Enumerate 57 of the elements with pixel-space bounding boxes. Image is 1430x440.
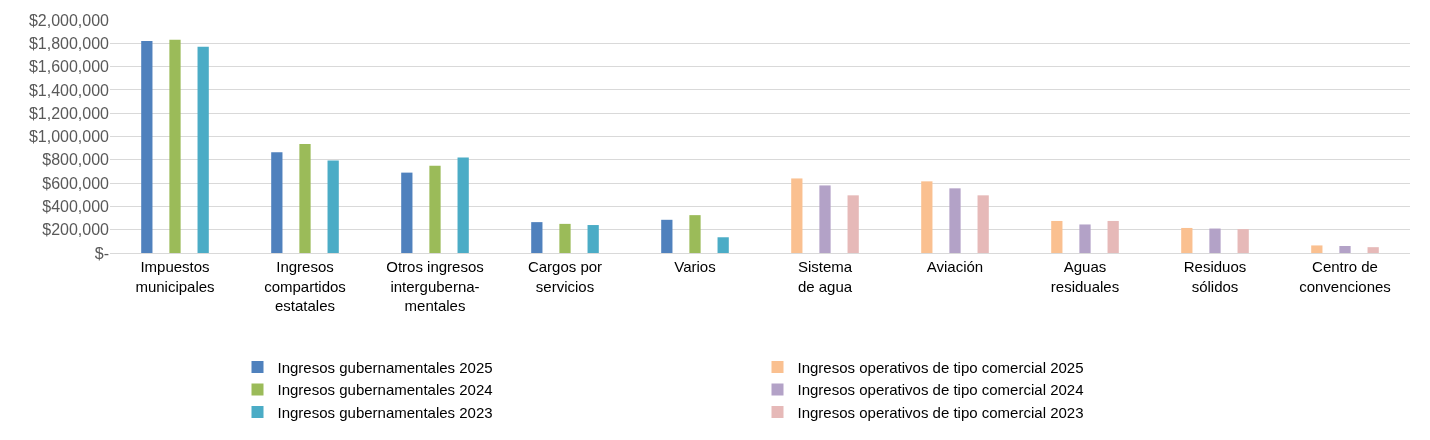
x-tick-label: Impuestos municipales [135,258,215,295]
bar [457,157,469,253]
bar [401,172,413,253]
bar [327,160,339,253]
bar [661,219,673,253]
legend-label: Ingresos operativos de tipo comercial 2025 [797,358,1084,376]
bar [197,46,209,253]
legend-label: Ingresos gubernamentales 2025 [277,358,493,376]
x-tick-label: Ingresos compartidos estatales [264,258,346,314]
bar [1051,220,1063,253]
bar [1367,247,1379,253]
y-tick-label: $200,000 [42,221,110,239]
bar [1237,229,1249,253]
y-tick-label: $1,200,000 [28,104,110,122]
bar [531,222,543,253]
bar [299,144,311,253]
legend-label: Ingresos gubernamentales 2023 [277,403,493,421]
y-tick-label: $1,600,000 [28,58,110,76]
x-tick-label: Sistema de agua [797,258,853,295]
bar [717,237,729,253]
bar [1181,227,1193,253]
bar [141,40,153,253]
y-tick-label: $600,000 [42,174,110,192]
bar [169,39,181,253]
bar [977,195,989,253]
bar [1107,220,1119,253]
bar [819,185,831,253]
y-tick-label: $1,800,000 [28,34,110,52]
x-tick-label: Aviación [926,258,984,275]
x-tick-label: Residuos sólidos [1183,258,1247,295]
bar [949,188,961,253]
x-tick-label: Cargos por servicios [527,258,603,295]
bar [847,195,859,253]
bar [791,178,803,253]
y-tick-label: $1,400,000 [28,81,110,99]
x-tick-label: Varios [674,258,716,275]
legend-label: Ingresos operativos de tipo comercial 2023 [797,403,1084,421]
y-tick-label: $- [94,244,109,262]
x-tick-label: Aguas residuales [1050,258,1120,295]
y-tick-label: $1,000,000 [28,128,110,146]
y-tick-label: $800,000 [42,151,110,169]
bar [921,181,933,253]
bar [429,165,441,253]
x-tick-label: Otros ingresos interguberna- mentales [386,258,484,314]
bar [1079,224,1091,253]
bar [587,225,599,253]
bar [1209,228,1221,253]
bar [271,152,283,253]
legend-label: Ingresos gubernamentales 2024 [277,381,493,399]
bar [1339,246,1351,253]
y-tick-label: $2,000,000 [28,11,110,29]
bar [1311,245,1323,253]
x-tick-label: Centro de convenciones [1299,258,1391,295]
legend-label: Ingresos operativos de tipo comercial 2024 [797,381,1084,399]
y-tick-label: $400,000 [42,198,110,215]
bar [559,223,571,253]
bar [689,215,701,253]
